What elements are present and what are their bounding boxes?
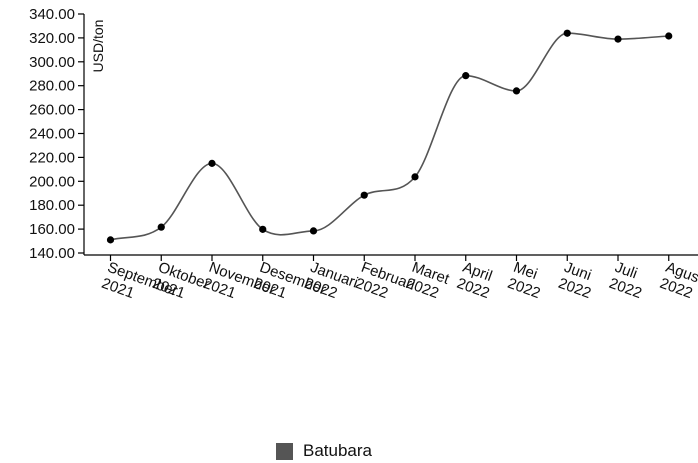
x-tick-label: Agustus2022 xyxy=(658,259,698,309)
y-tick-label: 260.00 xyxy=(29,102,75,119)
series-batubara xyxy=(106,29,673,244)
y-tick-label: 200.00 xyxy=(29,173,75,190)
x-tick-label: April2022 xyxy=(455,259,498,302)
x-tick-label: Mei2022 xyxy=(505,259,548,302)
data-point xyxy=(259,225,267,233)
y-tick-label: 140.00 xyxy=(29,245,75,262)
x-tick-label: Januari2022 xyxy=(302,259,360,308)
x-tick-label: Juni2022 xyxy=(556,259,599,302)
y-tick-label: 280.00 xyxy=(29,78,75,95)
y-tick-label: 240.00 xyxy=(29,126,75,143)
data-point xyxy=(411,173,419,181)
legend: Batubara xyxy=(276,441,372,461)
y-tick-label: 340.00 xyxy=(29,6,75,23)
y-tick-label: 220.00 xyxy=(29,149,75,166)
y-tick-label: 300.00 xyxy=(29,54,75,71)
legend-swatch xyxy=(276,442,293,460)
data-point xyxy=(309,227,318,235)
y-tick-label: 180.00 xyxy=(29,197,75,214)
data-point xyxy=(462,72,470,80)
x-axis: September2021 Oktober2021 November2021 Dese… xyxy=(84,254,698,309)
x-tick-label: Juli2022 xyxy=(607,259,650,302)
y-tick-label: 320.00 xyxy=(29,30,75,47)
data-point xyxy=(360,191,368,199)
data-point xyxy=(512,87,521,95)
y-tick-label: 160.00 xyxy=(29,221,75,238)
data-point xyxy=(665,32,673,40)
y-axis-label: USD/ton xyxy=(90,20,106,73)
data-point xyxy=(208,159,216,167)
data-point xyxy=(563,29,571,37)
legend-label: Batubara xyxy=(303,441,372,460)
data-point xyxy=(614,35,622,43)
data-point xyxy=(106,236,115,244)
series-line xyxy=(110,32,669,241)
x-tick-label: Maret2022 xyxy=(404,259,452,304)
data-point xyxy=(157,223,165,231)
y-axis: 140.00 160.00 180.00 200.00 220.00 240.00 260.… xyxy=(29,6,85,262)
